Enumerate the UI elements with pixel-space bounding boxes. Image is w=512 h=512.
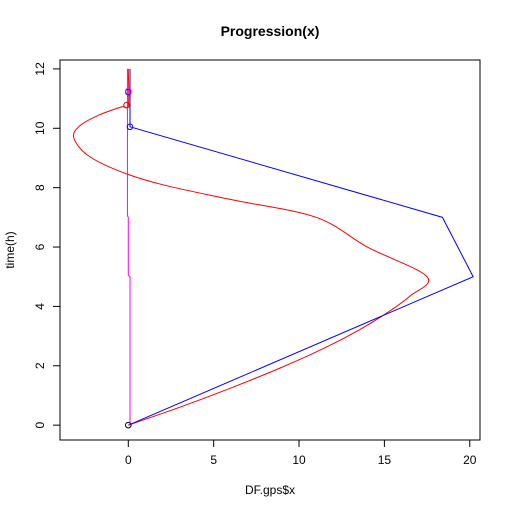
x-tick-label: 5 [210,453,217,467]
series-line-3 [126,68,131,426]
x-tick-label: 10 [292,453,306,467]
y-tick-label: 10 [33,121,47,135]
series-line-2 [128,68,474,426]
x-tick-label: 0 [125,453,132,467]
y-tick-label: 6 [33,243,47,250]
x-axis-label: DF.gps$x [245,483,295,497]
data-point-marker-3 [126,123,134,131]
data-point-marker-1 [124,421,132,429]
x-tick-label: 20 [463,453,477,467]
y-tick-label: 12 [33,62,47,76]
series-line-1 [72,68,430,426]
x-axis: 0 5 10 15 20 [125,439,477,467]
chart-title: Progression(x) [221,23,320,39]
marker-layer [123,87,134,429]
x-tick-label: 15 [378,453,392,467]
plot-frame [59,59,481,441]
y-axis: 0 2 4 6 8 10 12 [33,62,61,429]
data-point-marker-5 [124,87,132,95]
y-axis-label: time(h) [3,231,17,268]
data-point-marker-2 [123,101,130,109]
y-tick-label: 2 [33,362,47,369]
series-layer [72,68,474,426]
y-tick-label: 4 [33,303,47,310]
y-tick-label: 8 [33,184,47,191]
y-tick-label: 0 [33,422,47,429]
